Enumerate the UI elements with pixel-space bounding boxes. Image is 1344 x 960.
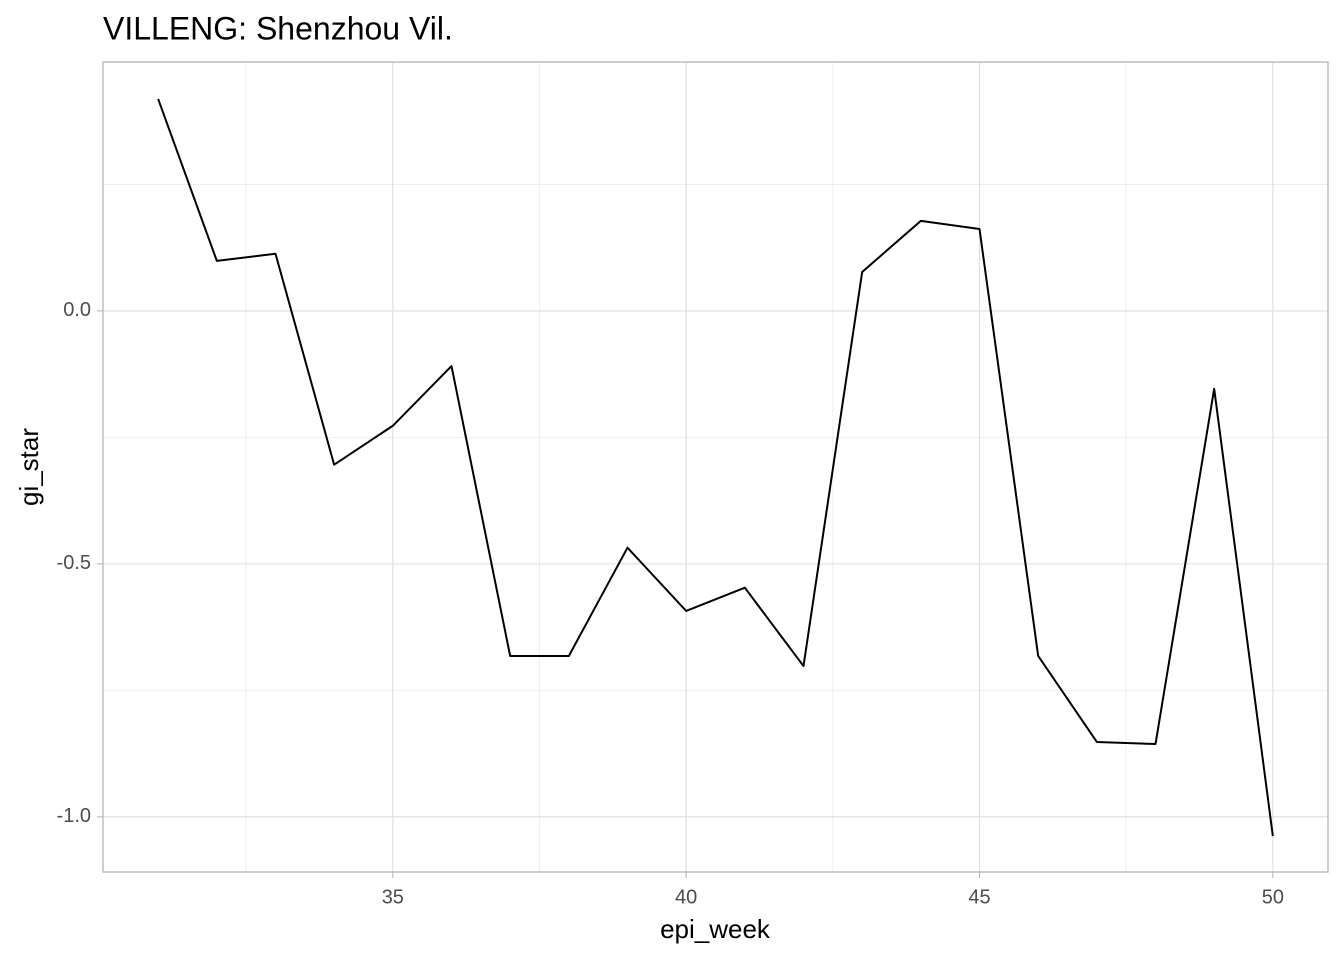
x-tick-label: 40 xyxy=(675,886,697,908)
panel-border xyxy=(102,61,1329,873)
x-axis-title: epi_week xyxy=(660,914,771,944)
chart-title: VILLENG: Shenzhou Vil. xyxy=(103,10,453,46)
x-tick-label: 35 xyxy=(382,886,404,908)
y-tick-label: 0.0 xyxy=(63,299,91,321)
y-tick-label: -1.0 xyxy=(57,805,91,827)
series-line xyxy=(157,98,1274,837)
y-tick-label: -0.5 xyxy=(57,552,91,574)
x-tick-label: 50 xyxy=(1262,886,1284,908)
y-axis-title: gi_star xyxy=(14,428,44,506)
x-tick-label: 45 xyxy=(968,886,990,908)
